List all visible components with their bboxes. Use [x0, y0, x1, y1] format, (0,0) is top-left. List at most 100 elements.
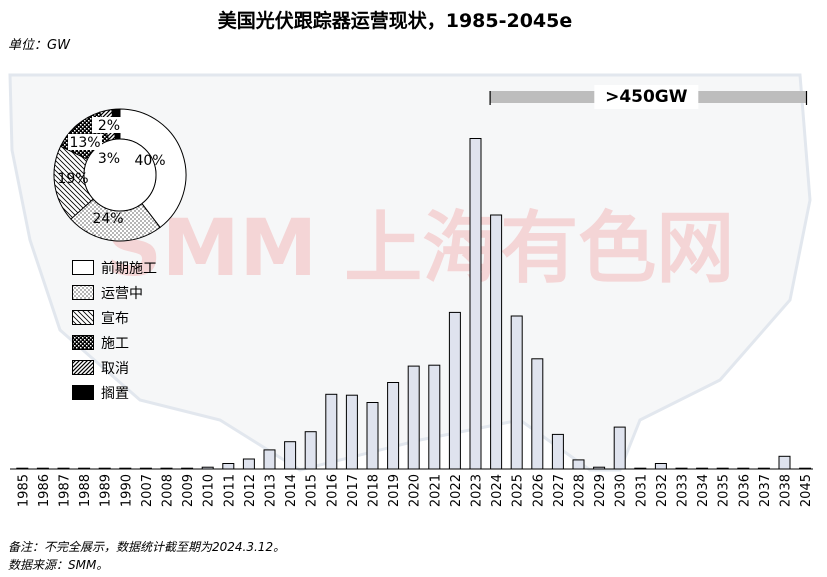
bar-2029	[593, 466, 606, 470]
x-tick-label: 1986	[37, 474, 52, 507]
legend-label: 运营中	[101, 286, 143, 302]
unit-label: 单位：GW	[8, 38, 70, 53]
legend-label: 施工	[101, 336, 129, 352]
x-tick-label: 2010	[202, 474, 217, 507]
bar-2030	[613, 426, 626, 470]
bar-2014	[284, 441, 297, 470]
x-tick-label: 2025	[511, 474, 526, 507]
annotation-bracket: >450GW	[489, 85, 808, 109]
pie-label-bg	[68, 134, 102, 150]
x-tick-label: 2032	[655, 474, 670, 507]
bar-2015	[304, 431, 317, 470]
bar-1986	[36, 467, 49, 470]
bar-2019	[387, 382, 400, 470]
donut-hole	[83, 138, 157, 212]
x-tick-labels: 1985 1986 1987 1988 1989 1990 2007 2008 2009 2010…	[16, 474, 814, 507]
bar-2045	[799, 467, 812, 470]
pie-value-label: 40%	[134, 153, 165, 169]
x-tick-label: 2021	[428, 474, 443, 507]
x-tick-label: 2024	[490, 474, 505, 507]
x-tick-label: 1987	[58, 474, 73, 507]
bar-2027	[551, 433, 564, 470]
bar-2021	[428, 364, 441, 470]
x-tick-label: 2011	[222, 474, 237, 507]
bar-2025	[510, 315, 523, 470]
annotation-label: >450GW	[605, 87, 688, 107]
legend-label: 前期施工	[101, 261, 157, 277]
x-tick-label: 2026	[531, 474, 546, 507]
x-tick-label: 2034	[696, 474, 711, 507]
x-tick-label: 2023	[470, 474, 485, 507]
pie-value-label: 2%	[98, 118, 120, 134]
bar-2028	[572, 459, 585, 470]
bar-2013	[263, 449, 276, 470]
x-tick-label: 1985	[16, 474, 31, 507]
watermark: SMM 上海有色网	[106, 204, 735, 294]
x-tick-label: 1989	[99, 474, 114, 507]
x-tick-label: 2036	[737, 474, 752, 507]
source-note: 数据来源：SMM。	[8, 558, 109, 572]
x-tick-label: 2008	[161, 474, 176, 507]
x-tick-label: 2014	[284, 474, 299, 507]
x-tick-label: 2028	[573, 474, 588, 507]
x-tick-label: 1988	[78, 474, 93, 507]
bar-2010	[201, 466, 214, 470]
bar-2018	[366, 402, 379, 470]
bar-2032	[654, 463, 667, 470]
bar-2011	[222, 463, 235, 470]
legend-label: 取消	[101, 361, 129, 377]
x-tick-label: 2030	[614, 474, 629, 507]
bar-1988	[78, 467, 91, 470]
svg-text:SMM 上海有色网: SMM 上海有色网	[106, 204, 735, 294]
chart-title: 美国光伏跟踪器运营现状，1985-2045e	[217, 10, 573, 32]
pie-value-label: 13%	[69, 135, 100, 151]
x-tick-label: 2017	[346, 474, 361, 507]
x-tick-label: 2013	[264, 474, 279, 507]
bar-2007	[139, 467, 152, 470]
x-tick-label: 2016	[325, 474, 340, 507]
pie-label-bg	[92, 117, 126, 133]
x-tick-label: 2045	[799, 474, 814, 507]
x-tick-label: 2020	[408, 474, 423, 507]
pie-value-label: 3%	[98, 151, 120, 167]
x-tick-label: 2019	[387, 474, 402, 507]
bar-2020	[407, 365, 420, 470]
x-tick-label: 2033	[676, 474, 691, 507]
bar-2024	[490, 214, 503, 470]
x-tick-label: 2015	[305, 474, 320, 507]
bar-2035	[716, 467, 729, 470]
bar-2038	[778, 455, 791, 470]
bar-2037	[757, 467, 770, 470]
bar-1989	[98, 467, 111, 470]
bar-2023	[469, 138, 482, 470]
legend-label: 宣布	[101, 311, 129, 327]
bar-2022	[448, 311, 461, 470]
annotation-label-bg	[594, 85, 699, 109]
bar-2026	[531, 358, 544, 470]
bar-1990	[119, 467, 132, 470]
bar-2034	[696, 467, 709, 470]
x-tick-label: 2012	[243, 474, 258, 507]
footnote: 备注：不完全展示，数据统计截至期为2024.3.12。	[8, 540, 286, 554]
bar-1985	[16, 467, 29, 470]
x-tick-label: 2029	[593, 474, 608, 507]
bar-2016	[325, 393, 338, 470]
x-tick-label: 2022	[449, 474, 464, 507]
bar-2017	[345, 394, 358, 470]
x-tick-label: 2031	[634, 474, 649, 507]
bar-2012	[242, 458, 255, 470]
bars-group	[16, 138, 812, 470]
bar-2031	[634, 467, 647, 470]
pie-chart: 40% 24% 19% 13%3% 2%	[53, 108, 187, 242]
bar-2008	[160, 467, 173, 470]
bar-2033	[675, 467, 688, 470]
x-tick-label: 2027	[552, 474, 567, 507]
x-tick-label: 2035	[717, 474, 732, 507]
x-tick-label: 2009	[181, 474, 196, 507]
x-tick-label: 2038	[779, 474, 794, 507]
bar-2009	[181, 467, 194, 470]
x-tick-label: 2037	[758, 474, 773, 507]
x-tick-label: 2007	[140, 474, 155, 507]
pie-value-label: 19%	[57, 171, 88, 187]
